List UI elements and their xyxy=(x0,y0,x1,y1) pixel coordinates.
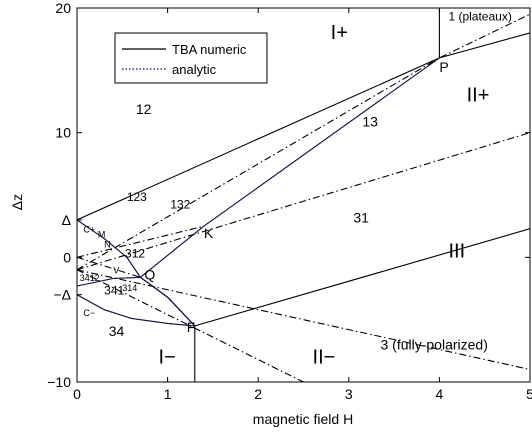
x-tick-label-2: 2 xyxy=(254,386,262,402)
series-10-dashdot xyxy=(77,269,304,382)
y-tick-label-1: 0 xyxy=(63,249,71,265)
annotation-19: V xyxy=(113,266,119,276)
annotation-11: 123 xyxy=(127,190,147,204)
annotation-4: II− xyxy=(313,346,336,368)
annotation-10: 3 (fully-polarized) xyxy=(381,337,488,353)
series-13-dashdot xyxy=(77,256,141,278)
series-4-analytic xyxy=(77,294,195,327)
annotation-6: 12 xyxy=(136,101,152,117)
point-label-P: P xyxy=(439,59,448,75)
series-6-analytic xyxy=(77,219,196,327)
y-tick-label-0: −10 xyxy=(47,374,71,390)
y-tick-label-3: 20 xyxy=(55,0,71,16)
legend-box xyxy=(114,32,268,84)
annotation-15: 3412 xyxy=(80,273,100,283)
series-7-solid xyxy=(140,57,440,278)
annotation-13: 312 xyxy=(125,246,145,260)
annotation-5: 1 (plateaux) xyxy=(448,9,511,23)
point-labels: P K Q F xyxy=(144,59,448,335)
annotation-1: II+ xyxy=(467,85,490,107)
x-tick-label-4: 4 xyxy=(436,386,444,402)
annotation-21: C− xyxy=(83,308,95,318)
legend-label-0: TBA numeric xyxy=(172,42,247,57)
annotation-9: 34 xyxy=(109,323,125,339)
series-7-analytic xyxy=(140,57,440,278)
legend-label-1: analytic xyxy=(172,62,217,77)
point-label-Q: Q xyxy=(144,266,155,282)
x-tick-label-0: 0 xyxy=(73,386,81,402)
annotation-17: M xyxy=(98,229,106,239)
annotation-2: III xyxy=(448,240,465,262)
series-9-dashdot xyxy=(77,132,530,271)
phase-boundaries xyxy=(77,8,530,382)
x-tick-label-5: 5 xyxy=(526,386,532,402)
x-tick-label-1: 1 xyxy=(164,386,172,402)
legend: TBA numeric analytic xyxy=(114,32,268,84)
point-label-F: F xyxy=(187,319,196,335)
x-tick-label-3: 3 xyxy=(345,386,353,402)
annotation-20: C+ xyxy=(83,224,95,234)
x-axis-title: magnetic field H xyxy=(253,411,353,427)
y-tick-label-2: 10 xyxy=(55,125,71,141)
annotation-14: 341 xyxy=(104,284,124,298)
y-special-tick-label-0: Δ xyxy=(62,212,71,228)
annotation-8: 31 xyxy=(353,209,369,225)
annotation-16: 314 xyxy=(122,283,137,293)
y-axis-title: Δz xyxy=(9,194,25,210)
series-11-dashdot xyxy=(77,269,530,371)
y-special-tick-label-1: −Δ xyxy=(53,287,71,303)
region-labels: I+ II+ III I− II− 1 (plateaux) 12 13 31 34 3 (full… xyxy=(80,9,512,368)
point-label-K: K xyxy=(204,225,214,241)
annotation-3: I− xyxy=(159,346,176,368)
series-1-solid xyxy=(194,228,530,327)
annotation-7: 13 xyxy=(362,113,378,129)
annotation-12: 132 xyxy=(170,198,190,212)
annotation-18: N xyxy=(104,239,111,249)
annotation-0: I+ xyxy=(331,22,348,44)
